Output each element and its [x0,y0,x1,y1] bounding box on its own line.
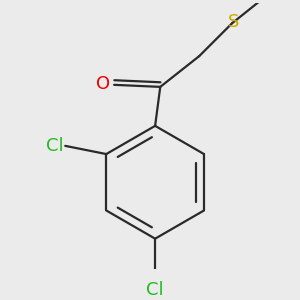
Text: Cl: Cl [46,137,63,155]
Text: O: O [96,75,110,93]
Text: S: S [227,13,239,31]
Text: Cl: Cl [146,281,164,299]
